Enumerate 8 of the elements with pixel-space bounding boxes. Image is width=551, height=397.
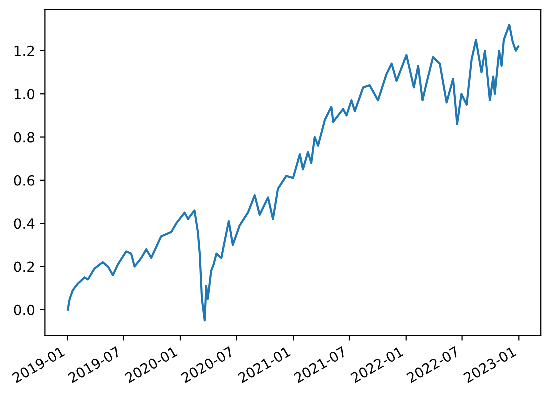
y-tick-label: 1.0 [14, 89, 35, 100]
y-tick-label: 0.8 [14, 132, 35, 143]
y-tick-label: 0.2 [14, 262, 34, 272]
y-tick-label: 0.0 [14, 304, 35, 316]
y-tick-label: 0.4 [14, 218, 35, 230]
line-series [67, 24, 520, 322]
y-tick-label: 1.2 [14, 46, 34, 56]
y-tick-label: 0.6 [14, 175, 35, 186]
